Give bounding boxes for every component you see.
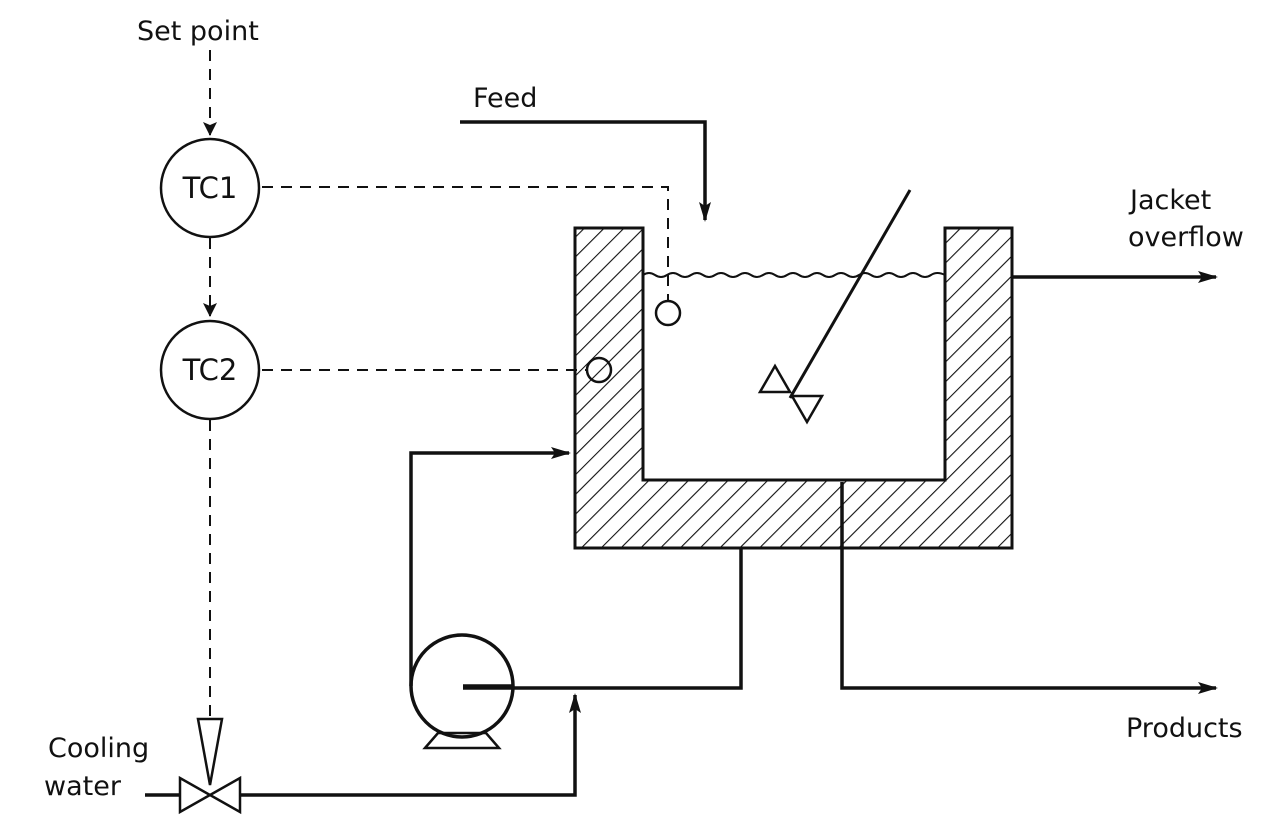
jacket-overflow-label-line2: overflow bbox=[1128, 222, 1244, 253]
controller-tc2: TC2 bbox=[159, 319, 261, 421]
jacket-overflow-label-line1: Jacket bbox=[1128, 185, 1211, 216]
cooling-water-label-line2: water bbox=[44, 771, 122, 802]
controller-tc1: TC1 bbox=[159, 137, 261, 239]
cooling-water-line bbox=[240, 693, 581, 797]
feed-label: Feed bbox=[473, 83, 537, 114]
products-line bbox=[840, 482, 1218, 694]
cooling-water-label-line1: Cooling bbox=[48, 733, 149, 764]
circulation-pump bbox=[409, 633, 515, 750]
reactor-sensor-signal bbox=[262, 186, 669, 301]
products-label: Products bbox=[1126, 713, 1243, 744]
agitator bbox=[757, 189, 912, 425]
reactor-jacket bbox=[573, 226, 1014, 550]
controller-tc1-label: TC1 bbox=[182, 171, 238, 205]
liquid-level bbox=[642, 272, 946, 278]
jacket-outlet-line bbox=[463, 548, 743, 690]
feed-line bbox=[460, 120, 711, 222]
jacket-recirculation-line bbox=[409, 447, 571, 686]
cooling-water-control-valve bbox=[178, 717, 242, 815]
set-point-label: Set point bbox=[137, 16, 259, 47]
controller-tc2-label: TC2 bbox=[182, 353, 238, 387]
reactor-temperature-sensor bbox=[654, 299, 682, 327]
